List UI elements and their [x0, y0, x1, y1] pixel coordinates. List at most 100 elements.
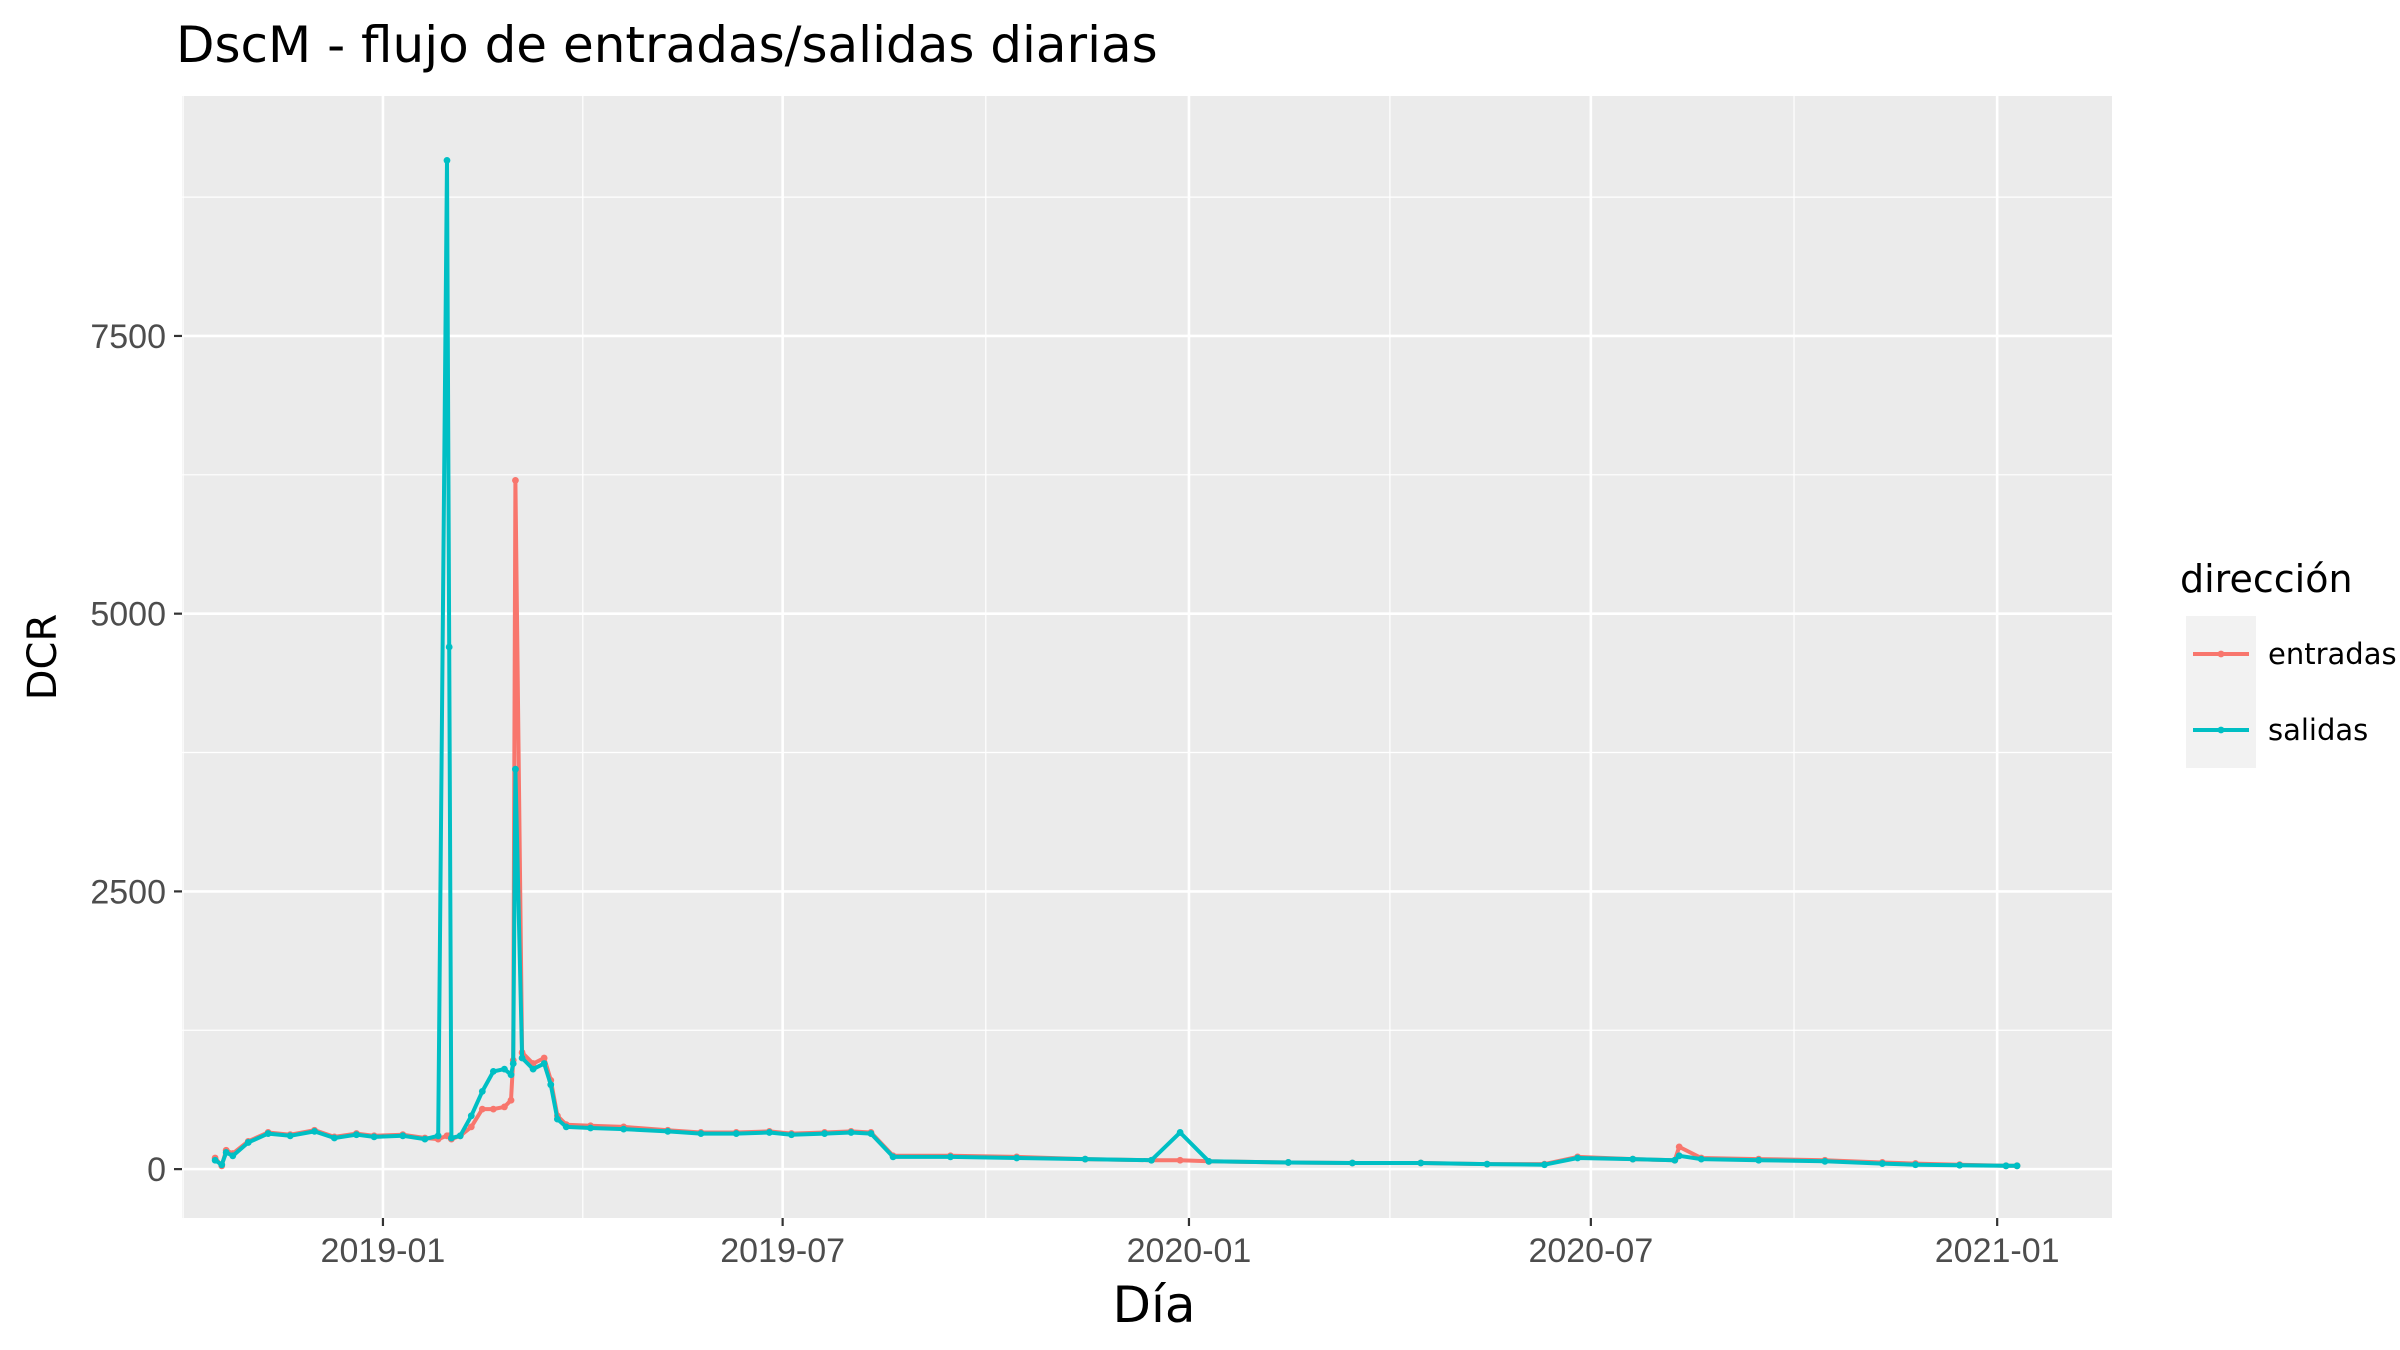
x-tick-label: 2019-01 [321, 1232, 446, 1270]
data-point-salidas [222, 1149, 230, 1156]
data-point-salidas [489, 1067, 497, 1075]
data-point-salidas [620, 1125, 628, 1133]
data-point-salidas [1417, 1159, 1425, 1167]
plot-panel [182, 96, 2112, 1218]
data-point-salidas [788, 1131, 795, 1139]
data-point-entradas [467, 1123, 475, 1131]
data-point-salidas [1574, 1154, 1582, 1162]
legend-label: entradas [2268, 637, 2397, 671]
legend-title: dirección [2180, 557, 2353, 601]
data-point-entradas [1176, 1156, 1184, 1164]
data-point-salidas [311, 1127, 318, 1135]
data-point-salidas [443, 157, 451, 164]
data-point-salidas [218, 1161, 226, 1169]
legend: dirección entradas salidas [2180, 557, 2397, 768]
data-point-salidas [2002, 1162, 2010, 1170]
data-point-salidas [1912, 1161, 1919, 1169]
data-point-salidas [1629, 1155, 1637, 1163]
y-tick-label: 2500 [90, 873, 166, 911]
data-point-salidas [554, 1115, 561, 1123]
data-point-salidas [540, 1060, 548, 1067]
legend-key-point [2217, 650, 2225, 658]
data-point-salidas [1541, 1161, 1548, 1169]
data-point-salidas [1878, 1160, 1886, 1167]
data-point-salidas [434, 1132, 442, 1140]
data-point-salidas [229, 1152, 237, 1160]
data-point-salidas [286, 1132, 294, 1140]
data-point-entradas [507, 1096, 515, 1104]
series-salidas [211, 157, 2021, 1170]
data-point-salidas [1483, 1160, 1491, 1168]
data-point-salidas [399, 1132, 407, 1140]
data-point-entradas [489, 1105, 497, 1113]
data-point-salidas [732, 1130, 740, 1137]
data-point-salidas [445, 643, 453, 651]
data-point-salidas [478, 1087, 486, 1095]
legend-label: salidas [2268, 713, 2368, 747]
legend-key-point [2217, 726, 2225, 734]
data-point-salidas [1956, 1161, 1964, 1169]
y-axis-title: DCR [20, 614, 66, 701]
data-point-entradas [478, 1105, 486, 1113]
data-point-entradas [512, 476, 519, 484]
data-point-salidas [1176, 1129, 1184, 1136]
data-point-salidas [765, 1129, 773, 1136]
data-point-salidas [867, 1130, 875, 1137]
data-point-salidas [1348, 1159, 1356, 1167]
legend-items: entradas salidas [2186, 616, 2397, 768]
data-point-salidas [518, 1054, 526, 1062]
data-point-salidas [507, 1071, 515, 1079]
data-point-salidas [467, 1112, 475, 1120]
legend-item-entradas: entradas [2186, 616, 2397, 692]
data-point-entradas [501, 1103, 508, 1111]
x-tick-label: 2020-01 [1127, 1232, 1252, 1270]
data-point-salidas [330, 1134, 338, 1142]
data-point-salidas [421, 1135, 429, 1143]
data-point-salidas [211, 1156, 219, 1164]
data-point-salidas [244, 1139, 252, 1146]
y-tick-label: 7500 [90, 318, 166, 356]
data-point-salidas [1013, 1154, 1021, 1162]
data-point-salidas [562, 1123, 570, 1131]
data-point-salidas [1284, 1159, 1292, 1166]
y-tick-label: 5000 [90, 596, 166, 634]
data-point-salidas [512, 765, 519, 773]
data-point-salidas [1148, 1156, 1155, 1164]
data-point-salidas [448, 1134, 455, 1142]
x-axis-title: Día [1112, 1276, 1195, 1334]
data-point-salidas [529, 1065, 537, 1073]
data-point-salidas [947, 1153, 954, 1161]
data-point-salidas [1697, 1155, 1705, 1163]
data-point-salidas [501, 1065, 508, 1073]
data-point-salidas [2013, 1162, 2021, 1170]
chart-title: DscM - flujo de entradas/salidas diarias [176, 16, 1158, 74]
data-point-salidas [889, 1153, 897, 1161]
data-point-salidas [664, 1127, 672, 1135]
data-point-salidas [264, 1130, 272, 1137]
data-point-salidas [1755, 1156, 1763, 1164]
x-tick-label: 2021-01 [1935, 1232, 2060, 1270]
data-point-salidas [456, 1132, 464, 1140]
y-tick-label: 0 [147, 1151, 166, 1189]
data-point-salidas [1205, 1157, 1213, 1165]
data-point-salidas [353, 1131, 360, 1139]
data-point-salidas [509, 1060, 517, 1067]
series-layer [211, 157, 2021, 1170]
data-point-salidas [1671, 1156, 1679, 1164]
data-point-salidas [697, 1130, 705, 1137]
data-point-salidas [821, 1130, 828, 1137]
data-point-salidas [547, 1081, 555, 1089]
data-point-salidas [1675, 1152, 1683, 1160]
data-point-entradas [540, 1054, 548, 1062]
legend-item-salidas: salidas [2186, 692, 2368, 768]
data-point-salidas [1821, 1157, 1829, 1165]
major-gridlines [182, 96, 2112, 1218]
x-tick-label: 2019-07 [720, 1232, 845, 1270]
x-axis: 2019-01 2019-07 2020-01 2020-07 2021-01 [321, 1218, 2060, 1270]
data-point-salidas [370, 1133, 378, 1141]
data-point-entradas [1675, 1143, 1683, 1151]
data-point-salidas [847, 1129, 855, 1136]
data-point-salidas [1081, 1155, 1089, 1163]
data-point-salidas [587, 1124, 594, 1132]
